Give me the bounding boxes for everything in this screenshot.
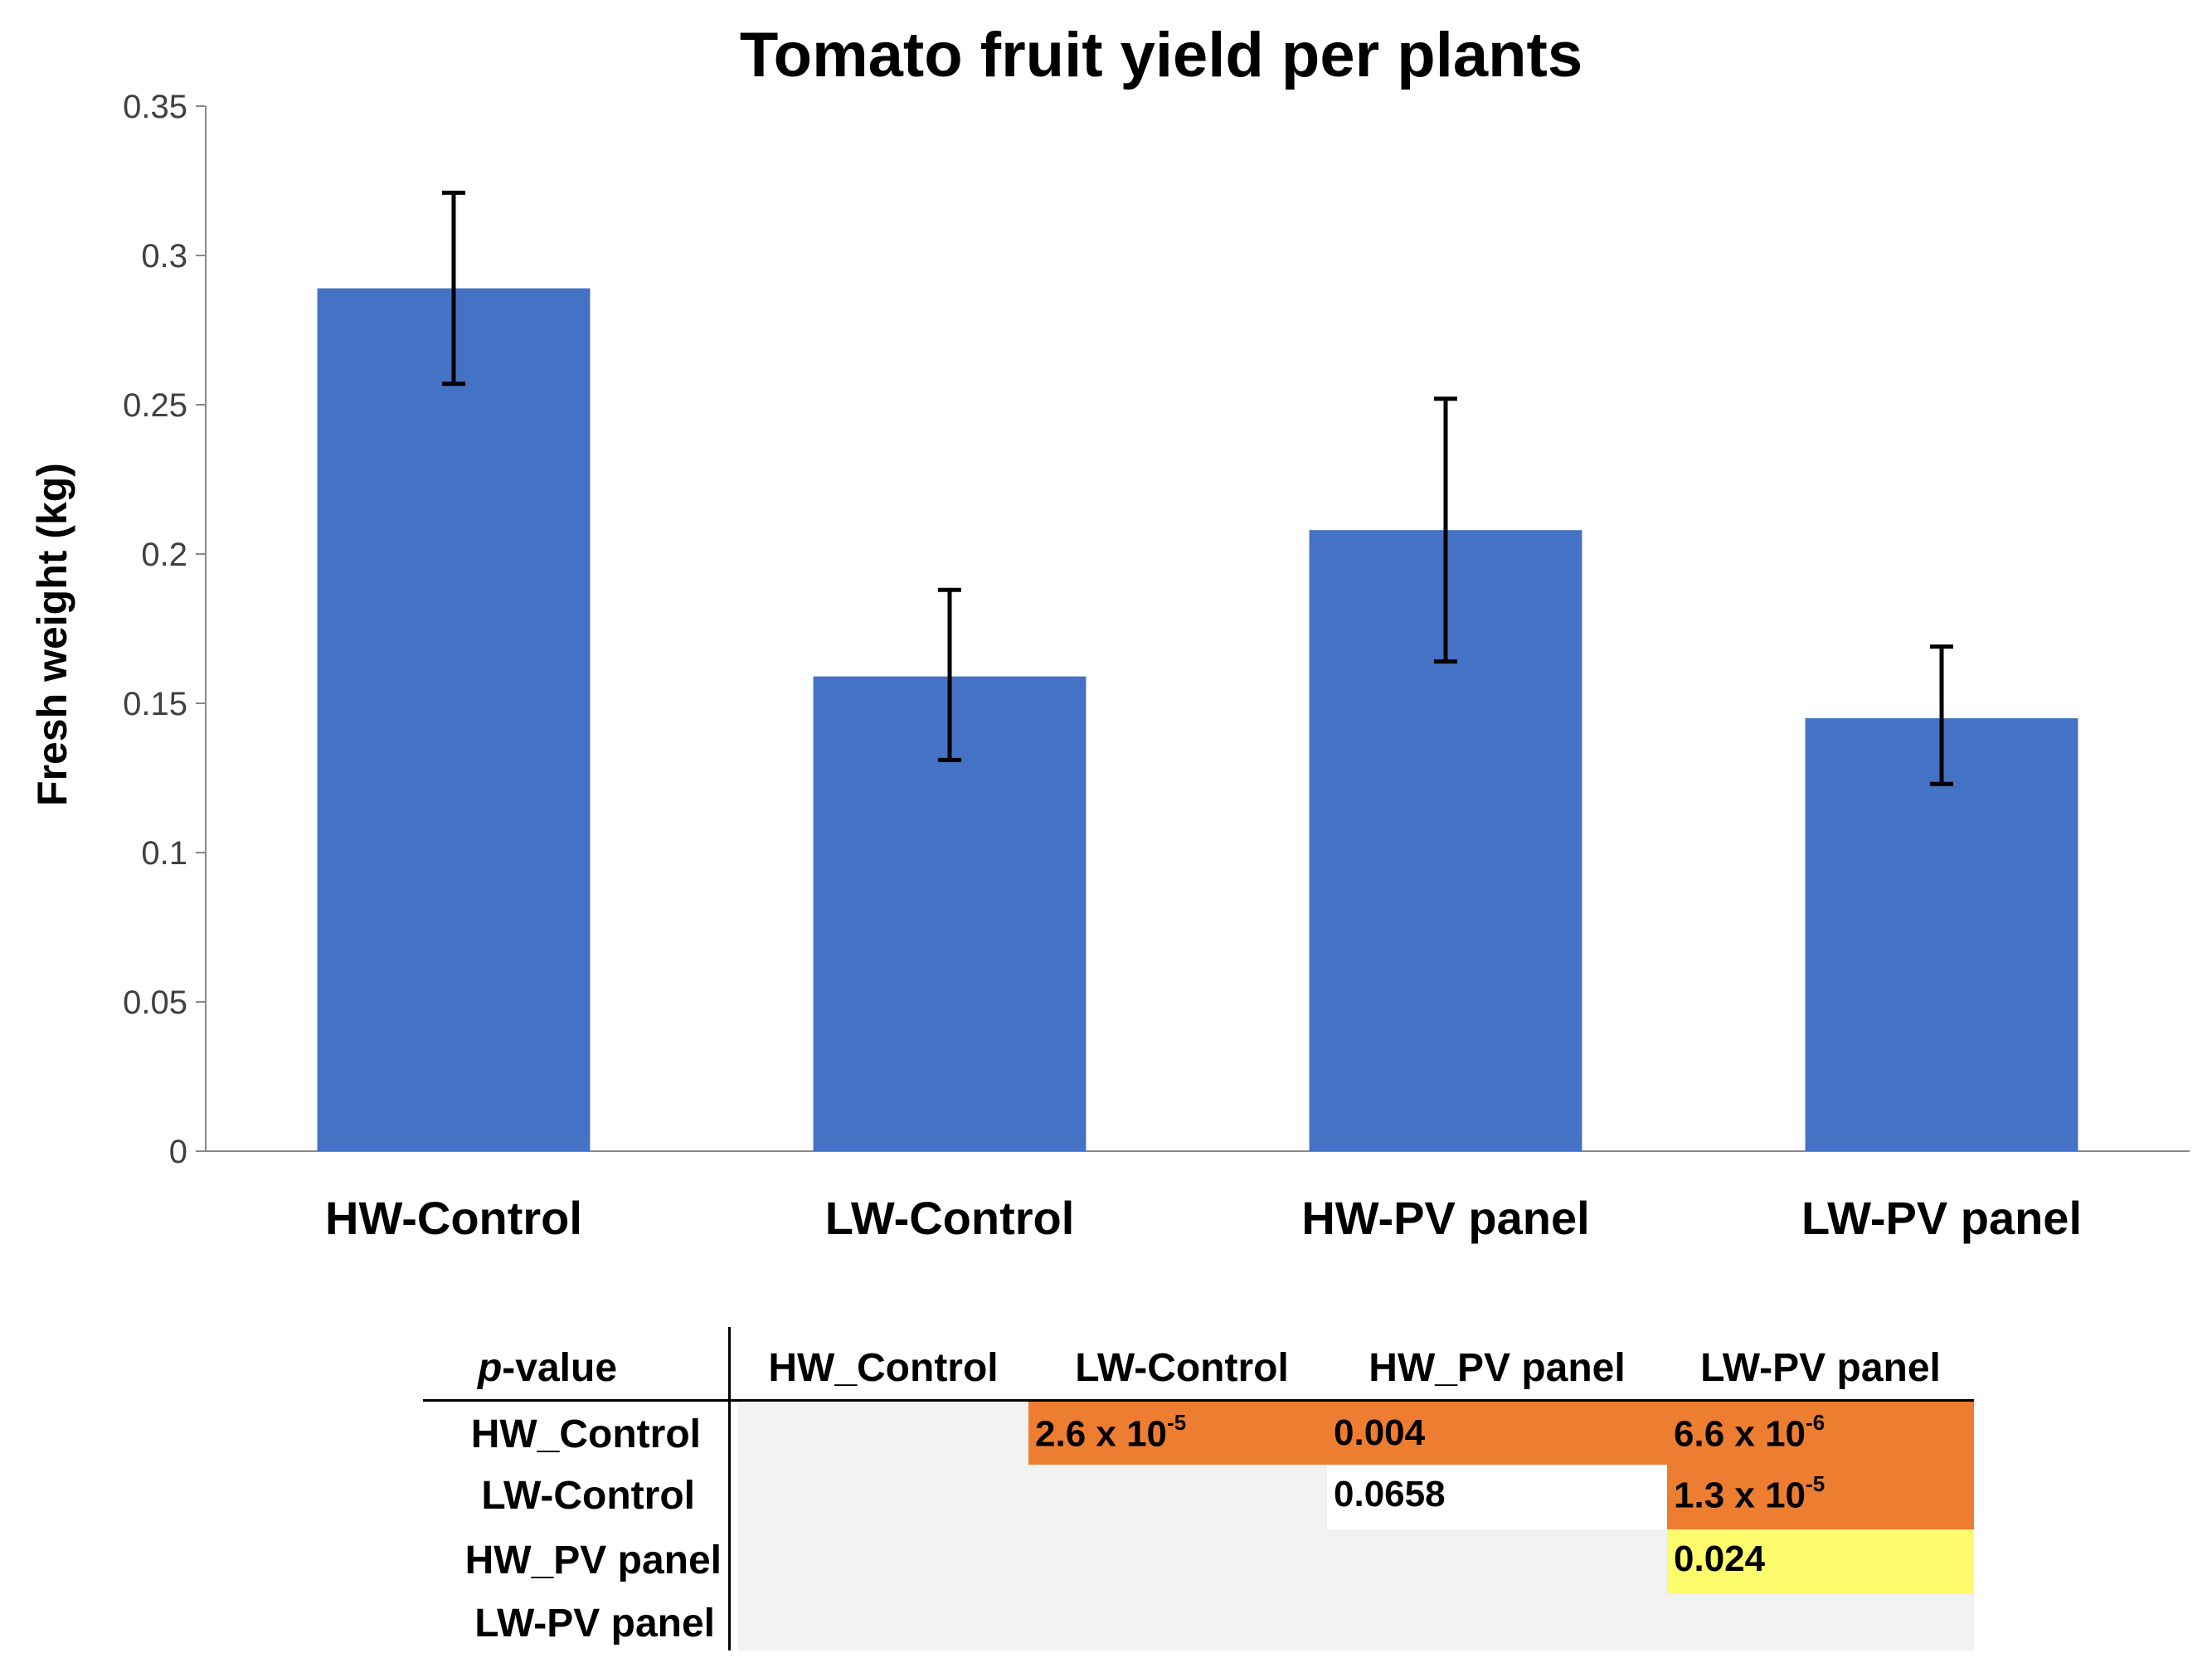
table-fill-white	[1327, 1465, 1667, 1529]
pvalue-base: 6.6 x 10	[1674, 1413, 1806, 1455]
chart-title: Tomato fruit yield per plants	[740, 20, 1582, 90]
table-vertical-rule	[728, 1327, 731, 1650]
y-tick-label: 0.15	[123, 686, 187, 722]
pvalue-hw-control-vs-lw-pv-panel: 6.6 x 10-6	[1674, 1412, 1825, 1455]
y-tick-label: 0.1	[141, 835, 187, 872]
pvalue-exponent: -5	[1806, 1471, 1826, 1496]
row-header-hw-pv-panel: HW_PV panel	[464, 1538, 722, 1582]
column-header-lw-control: LW-Control	[1075, 1346, 1289, 1390]
bar-lw-pv-panel	[1805, 718, 2078, 1151]
y-tick-label: 0	[169, 1134, 187, 1170]
x-tick-label: HW-PV panel	[1301, 1192, 1589, 1244]
pvalue-hw-pv-panel-vs-lw-pv-panel: 0.024	[1674, 1538, 1766, 1579]
y-tick-label: 0.25	[123, 387, 187, 424]
column-header-lw-pv-panel: LW-PV panel	[1700, 1346, 1941, 1390]
bar-chart: Tomato fruit yield per plants Fresh weig…	[29, 20, 2190, 1244]
row-header-lw-pv-panel: LW-PV panel	[474, 1602, 715, 1645]
p-symbol: p	[477, 1346, 503, 1390]
y-tick-label: 0.35	[123, 89, 187, 125]
table-fill-orange	[1667, 1400, 1974, 1529]
x-tick-label: HW-Control	[325, 1192, 582, 1244]
column-header-hw-pv-panel: HW_PV panel	[1369, 1346, 1626, 1390]
p-value-table: p-value HW_Control LW-Control HW_PV pane…	[423, 1327, 1974, 1650]
column-header-hw-control: HW_Control	[768, 1346, 999, 1390]
x-tick-label: LW-Control	[825, 1192, 1075, 1244]
y-tick-label: 0.2	[141, 537, 187, 573]
pvalue-base: 1.3 x 10	[1674, 1475, 1806, 1516]
row-header-hw-control: HW_Control	[470, 1412, 701, 1456]
pvalue-lw-control-vs-hw-pv-panel: 0.0658	[1334, 1474, 1446, 1514]
pvalue-hw-control-vs-lw-control: 2.6 x 10-5	[1035, 1412, 1186, 1455]
table-fill-yellow	[1667, 1529, 1974, 1594]
row-header-lw-control: LW-Control	[481, 1474, 695, 1518]
bars	[317, 288, 2078, 1152]
pvalue-exponent: -5	[1167, 1410, 1187, 1435]
x-tick-label: LW-PV panel	[1801, 1192, 2082, 1244]
table-horizontal-rule	[423, 1399, 1974, 1402]
error-bars	[442, 190, 1953, 786]
y-axis-label: Fresh weight (kg)	[29, 463, 75, 806]
bar-hw-control	[317, 288, 591, 1152]
pvalue-hw-control-vs-hw-pv-panel: 0.004	[1334, 1412, 1426, 1453]
pvalue-base: 2.6 x 10	[1035, 1413, 1168, 1455]
corner-header-text: -value	[502, 1346, 618, 1390]
table-fill-orange	[1028, 1400, 1667, 1465]
x-axis-ticks: HW-Control LW-Control HW-PV panel LW-PV pan…	[325, 1192, 2082, 1244]
pvalue-exponent: -6	[1806, 1410, 1826, 1435]
y-tick-label: 0.05	[123, 984, 187, 1021]
table-corner-header: p-value	[423, 1349, 672, 1388]
pvalue-lw-control-vs-lw-pv-panel: 1.3 x 10-5	[1674, 1473, 1825, 1516]
y-tick-label: 0.3	[141, 238, 187, 275]
